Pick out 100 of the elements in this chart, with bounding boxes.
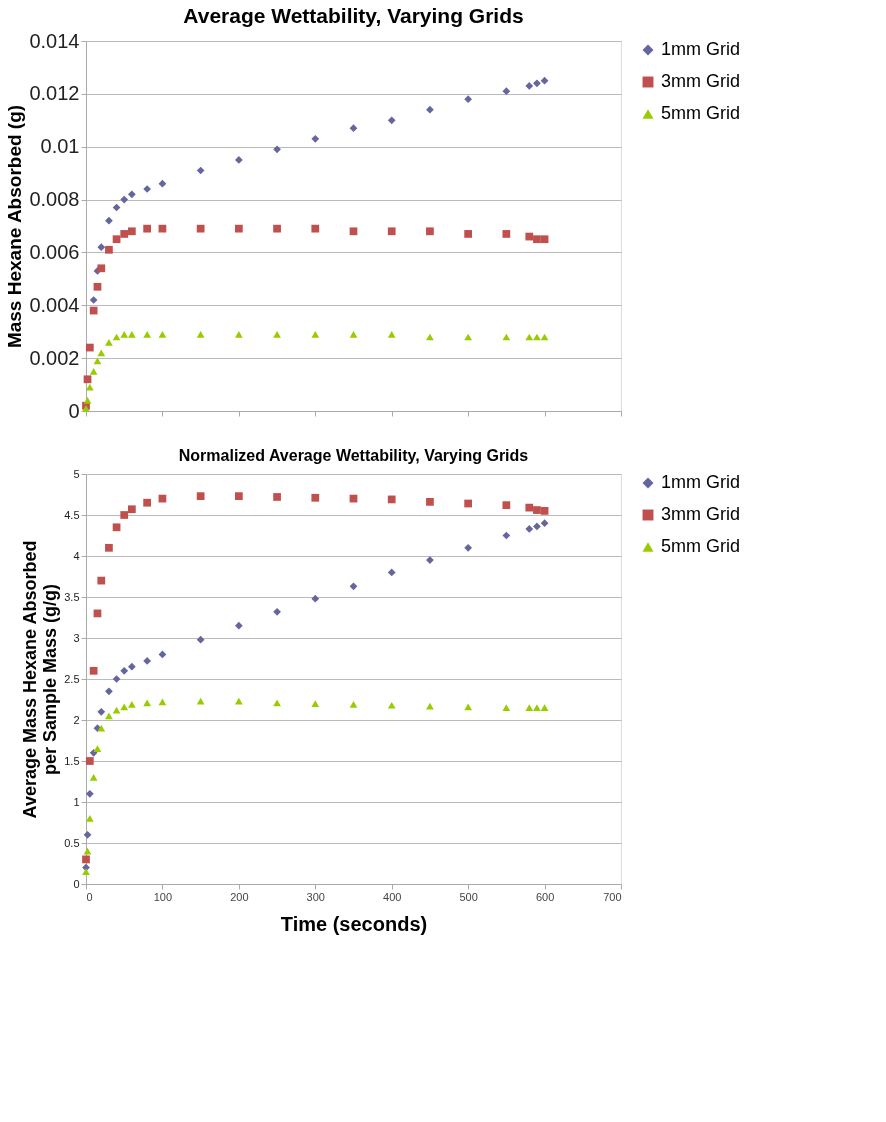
point <box>533 704 541 712</box>
point <box>196 331 205 338</box>
point <box>196 492 205 501</box>
point <box>387 331 396 338</box>
point <box>83 830 92 839</box>
point <box>349 331 358 338</box>
point <box>143 699 152 707</box>
point <box>112 706 121 714</box>
point <box>120 703 129 711</box>
point <box>97 264 106 273</box>
point <box>387 495 396 504</box>
point <box>540 333 549 341</box>
point <box>143 657 152 665</box>
point <box>387 227 396 236</box>
point <box>105 245 113 254</box>
point <box>127 701 136 708</box>
point <box>82 855 90 864</box>
point <box>97 707 106 716</box>
point <box>273 493 281 501</box>
point <box>426 105 434 114</box>
point <box>525 503 534 512</box>
point <box>89 774 98 781</box>
point <box>105 687 113 696</box>
point <box>127 505 136 514</box>
point <box>105 216 113 225</box>
y-tick-label: 3 <box>73 631 80 644</box>
point <box>311 224 320 233</box>
y-tick-label: 0.5 <box>64 836 80 849</box>
point <box>120 331 129 338</box>
point <box>426 227 434 236</box>
point <box>234 621 243 630</box>
point <box>127 662 136 671</box>
point <box>533 522 541 531</box>
point <box>540 235 549 244</box>
x-tick-label: 300 <box>306 890 325 903</box>
chart-title: Average Wettability, Varying Grids <box>183 4 524 27</box>
y-tick-label: 2 <box>73 713 80 726</box>
point <box>540 519 549 528</box>
point <box>158 650 167 659</box>
point <box>143 224 152 233</box>
point <box>105 712 113 720</box>
point <box>525 232 534 241</box>
y-tick-label: 1 <box>73 795 80 808</box>
point <box>97 724 106 732</box>
point <box>89 368 98 375</box>
point <box>105 338 113 346</box>
point <box>540 507 549 515</box>
x-tick-label: 700 <box>603 890 622 903</box>
chart-title: Normalized Average Wettability, Varying Grids <box>178 447 529 464</box>
y-tick-label: 0.004 <box>29 293 80 316</box>
point <box>234 331 243 338</box>
y-tick-label: 1.5 <box>64 754 80 767</box>
point <box>540 704 549 712</box>
point <box>83 397 92 404</box>
point <box>158 698 167 706</box>
legend-label: 3mm Grid <box>661 71 741 91</box>
point <box>502 531 511 540</box>
y-tick-label: 0.014 <box>29 29 80 52</box>
point <box>85 815 94 822</box>
point <box>426 498 434 506</box>
x-tick-label: 100 <box>153 890 173 903</box>
point <box>93 745 102 753</box>
point <box>143 498 152 507</box>
x-axis-title: Time (seconds) <box>280 912 428 935</box>
point <box>311 134 320 143</box>
legend-label: 5mm Grid <box>661 536 741 556</box>
point <box>196 224 205 233</box>
point <box>311 493 320 502</box>
point <box>120 666 129 675</box>
y-tick-label: 2.5 <box>64 672 80 685</box>
point <box>196 635 205 644</box>
point <box>273 699 281 707</box>
point <box>89 666 98 675</box>
point <box>464 543 473 552</box>
legend-label: 1mm Grid <box>661 472 741 492</box>
y-axis-title: Average Mass Hexane Absorbed per Sample Mass (g/g) <box>20 540 61 819</box>
point <box>273 607 281 616</box>
point <box>93 282 102 291</box>
point <box>112 523 121 532</box>
y-tick-label: 0 <box>68 399 80 422</box>
y-tick-label: 0.01 <box>40 135 80 158</box>
y-tick-label: 4 <box>73 549 80 562</box>
y-tick-label: 0.008 <box>29 188 80 211</box>
point <box>533 79 541 88</box>
point <box>311 594 320 603</box>
point <box>120 195 129 204</box>
point <box>143 185 152 193</box>
point <box>525 704 534 712</box>
legend-label: 5mm Grid <box>661 103 741 123</box>
point <box>89 306 98 315</box>
y-tick-label: 0 <box>73 877 80 890</box>
point <box>502 230 511 238</box>
point <box>387 116 396 125</box>
point <box>234 156 243 164</box>
point <box>387 568 396 577</box>
x-tick-label: 0 <box>86 890 93 903</box>
point <box>97 576 106 585</box>
point <box>349 124 358 133</box>
point <box>426 556 434 564</box>
point <box>234 224 243 233</box>
